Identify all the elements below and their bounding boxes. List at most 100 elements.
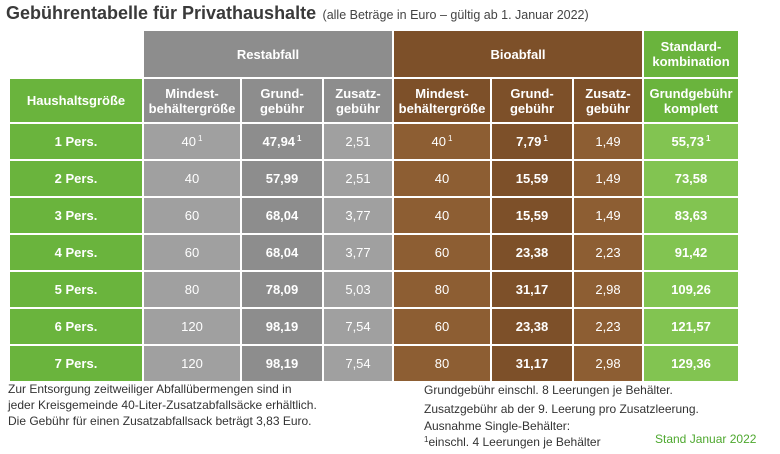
corner-cell	[10, 31, 142, 77]
cell-value: 68,04	[265, 245, 299, 260]
header-bio-min-label: Mindest- behältergröße	[398, 85, 486, 116]
header-bio-min: Mindest- behältergröße	[394, 77, 490, 122]
cell-value: 60	[184, 245, 200, 260]
header-total: Grundgebühr komplett	[644, 77, 738, 122]
cell-value: 6 Pers.	[54, 319, 98, 334]
cell-total: 83,63	[644, 196, 738, 233]
cell-value: 40	[181, 134, 196, 149]
cell-value: 2,98	[595, 282, 621, 297]
footnote-mark: 1	[448, 134, 453, 143]
cell-value: 40	[434, 171, 450, 186]
cell-value: 1,49	[595, 134, 621, 149]
cell-value: 23,38	[515, 245, 549, 260]
note-extra-fee: Zusatzgebühr ab der 9. Leerung pro Zusat…	[424, 402, 699, 416]
note-additional-bags: Zur Entsorgung zeitweiliger Abfallüberme…	[8, 381, 408, 429]
header-bio-extra-label: Zusatz- gebühr	[585, 85, 631, 116]
cell-household: 4 Pers.	[10, 233, 142, 270]
cell-rest-min: 60	[144, 233, 240, 270]
group-header-row: Restabfall Bioabfall Standard- kombinati…	[10, 31, 738, 77]
column-header-row: Haushaltsgröße Mindest- behältergröße Gr…	[10, 77, 738, 122]
cell-rest-base: 98,19	[242, 344, 322, 381]
group-bioabfall: Bioabfall	[394, 31, 642, 77]
cell-value: 2 Pers.	[54, 171, 98, 186]
cell-value: 129,36	[671, 356, 711, 371]
cell-value: 80	[434, 282, 450, 297]
header-total-label: Grundgebühr komplett	[649, 85, 733, 116]
cell-value: 40	[431, 134, 446, 149]
stand-date: Stand Januar 2022	[655, 432, 757, 446]
cell-total: 91,42	[644, 233, 738, 270]
cell-value: 98,19	[265, 319, 299, 334]
header-rest-extra-label: Zusatz- gebühr	[335, 85, 381, 116]
cell-value: 55,73	[671, 134, 705, 149]
footnote-text: einschl. 4 Leerungen je Behälter	[428, 435, 601, 449]
note-base-fee: Grundgebühr einschl. 8 Leerungen je Behä…	[424, 383, 673, 397]
header-rest-base-label: Grund- gebühr	[259, 85, 305, 116]
cell-value: 31,17	[515, 356, 549, 371]
cell-bio-min: 40 1	[394, 122, 490, 159]
cell-bio-min: 60	[394, 307, 490, 344]
cell-bio-extra: 2,98	[574, 270, 642, 307]
cell-rest-extra: 2,51	[324, 122, 392, 159]
cell-household: 3 Pers.	[10, 196, 142, 233]
cell-bio-base: 7,79 1	[492, 122, 572, 159]
table-row: 4 Pers. 60 68,04 3,77 60 23,38 2,23 91,42	[10, 233, 738, 270]
cell-household: 6 Pers.	[10, 307, 142, 344]
header-rest-min-label: Mindest- behältergröße	[148, 85, 236, 116]
cell-value: 57,99	[265, 171, 299, 186]
table-row: 1 Pers. 40 1 47,94 1 2,51 40 1 7,79 1 1,49 55,73 1	[10, 122, 738, 159]
cell-household: 7 Pers.	[10, 344, 142, 381]
cell-value: 47,94	[262, 134, 296, 149]
page-subtitle: (alle Beträge in Euro – gültig ab 1. Jan…	[322, 8, 589, 22]
cell-rest-base: 68,04	[242, 233, 322, 270]
cell-rest-base: 68,04	[242, 196, 322, 233]
cell-value: 109,26	[671, 282, 711, 297]
cell-value: 31,17	[515, 282, 549, 297]
header-rest-min: Mindest- behältergröße	[144, 77, 240, 122]
cell-value: 73,58	[674, 171, 708, 186]
cell-rest-base: 98,19	[242, 307, 322, 344]
footnote-mark: 1	[198, 134, 203, 143]
cell-household: 2 Pers.	[10, 159, 142, 196]
cell-rest-base: 57,99	[242, 159, 322, 196]
cell-rest-min: 120	[144, 307, 240, 344]
cell-total: 129,36	[644, 344, 738, 381]
cell-bio-base: 23,38	[492, 233, 572, 270]
cell-bio-extra: 2,98	[574, 344, 642, 381]
cell-value: 2,51	[345, 134, 371, 149]
cell-bio-extra: 1,49	[574, 159, 642, 196]
header-household: Haushaltsgröße	[10, 77, 142, 122]
cell-value: 2,98	[595, 356, 621, 371]
page-title: Gebührentabelle für Privathaushalte	[6, 3, 317, 23]
cell-rest-extra: 2,51	[324, 159, 392, 196]
cell-value: 83,63	[674, 208, 708, 223]
header-bio-base: Grund- gebühr	[492, 77, 572, 122]
cell-value: 120	[181, 319, 203, 334]
footnote-mark: 1	[706, 134, 711, 143]
cell-value: 15,59	[515, 171, 549, 186]
group-standard: Standard- kombination	[644, 31, 738, 77]
table-body: Restabfall Bioabfall Standard- kombinati…	[10, 31, 738, 381]
cell-value: 7,54	[345, 356, 371, 371]
note-footnote: 1einschl. 4 Leerungen je Behälter	[424, 433, 764, 449]
cell-value: 1,49	[595, 208, 621, 223]
cell-rest-min: 40	[144, 159, 240, 196]
cell-value: 60	[434, 319, 450, 334]
header-bio-base-label: Grund- gebühr	[509, 85, 555, 116]
cell-value: 7 Pers.	[54, 356, 98, 371]
fee-table: Restabfall Bioabfall Standard- kombinati…	[8, 31, 740, 381]
table-row: 5 Pers. 80 78,09 5,03 80 31,17 2,98 109,26	[10, 270, 738, 307]
cell-value: 23,38	[515, 319, 549, 334]
note-fee-rules: Grundgebühr einschl. 8 Leerungen je Behä…	[424, 381, 764, 449]
cell-value: 4 Pers.	[54, 245, 98, 260]
title-row: Gebührentabelle für Privathaushalte (all…	[6, 3, 589, 24]
cell-rest-extra: 5,03	[324, 270, 392, 307]
cell-bio-base: 15,59	[492, 196, 572, 233]
note-exception: Ausnahme Single-Behälter:	[424, 419, 571, 433]
cell-rest-min: 80	[144, 270, 240, 307]
cell-value: 2,51	[345, 171, 371, 186]
cell-rest-extra: 3,77	[324, 233, 392, 270]
cell-bio-base: 31,17	[492, 270, 572, 307]
cell-value: 60	[184, 208, 200, 223]
group-restabfall: Restabfall	[144, 31, 392, 77]
